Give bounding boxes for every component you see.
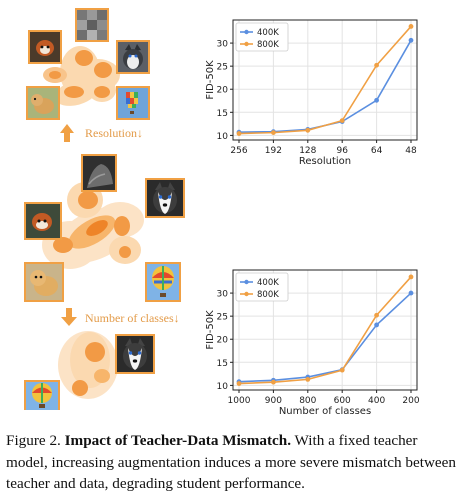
x-tick-label: 200 [402,396,419,406]
legend-label: 800K [257,40,279,50]
legend-marker [244,41,249,47]
y-tick-label: 30 [217,290,229,300]
series-line-800K [238,276,412,385]
x-tick-label: 192 [265,146,282,156]
series-line-400K [238,39,412,133]
x-tick-label: 128 [299,146,316,156]
data-point-400K [374,97,379,103]
x-tick-label: 64 [371,146,383,156]
y-axis-label: FID-50K [205,310,216,350]
y-tick-label: 15 [217,359,228,369]
data-point-800K [236,381,242,386]
data-point-400K [408,37,414,43]
x-tick-label: 96 [336,146,348,156]
red-panda-photo [28,30,62,64]
y-tick-label: 20 [217,86,229,96]
data-point-800K [408,24,414,29]
x-axis-label: Resolution [299,156,351,167]
data-point-400K [408,290,414,296]
hot-air-balloon-photo [145,262,181,302]
hot-air-balloon-photo [24,380,60,410]
chart-legend: 400K 800K [235,22,289,52]
data-point-800K [339,367,345,373]
dog-photo [26,86,60,120]
husky-photo [116,40,150,74]
chart-legend: 400K 800K [235,272,289,302]
data-point-800K [339,118,345,124]
legend-label: 800K [257,290,279,300]
middle-distribution-blobs [42,182,144,269]
legend-label: 400K [257,28,279,38]
x-tick-label: 256 [230,146,247,156]
x-tick-label: 400 [368,396,385,406]
x-axis-label: Number of classes [279,406,371,417]
red-panda-photo [24,202,62,240]
down-arrow-icon [61,308,77,326]
y-tick-label: 20 [217,336,229,346]
caption-title: Impact of Teacher-Data Mismatch. [64,432,292,449]
data-point-800K [271,379,276,385]
series-line-400K [238,292,412,383]
x-tick-label: 1000 [228,396,251,406]
top-distribution-blobs [43,46,120,106]
x-tick-label: 600 [334,396,351,406]
classes-fid-chart: 10 15 20 25 30 1000 900 800 600 400 200 Number of c… [205,269,420,417]
data-point-800K [408,274,414,280]
y-tick-label: 25 [217,63,228,73]
x-tick-label: 900 [265,396,282,406]
plot-frame [232,269,418,391]
x-tick-label: 800 [299,396,316,406]
legend-marker [244,279,249,285]
husky-photo [145,178,185,218]
caption-prefix: Figure 2. [6,432,61,449]
data-point-800K [305,127,311,133]
legend-marker [244,291,249,297]
pixelated-image [75,8,109,42]
bottom-distribution-blobs [58,331,118,399]
caption-body: With a fixed teacher model, increasing a… [6,432,456,492]
data-point-800K [374,62,379,68]
series-line-800K [238,25,412,135]
up-arrow-icon [60,124,74,142]
data-point-800K [271,130,276,136]
arrow-label-resolution: Resolution↓ [85,126,143,140]
mismatch-illustration: Resolution↓ [24,8,185,410]
legend-marker [244,29,249,35]
data-point-800K [305,376,311,382]
resolution-fid-chart: 10 15 20 25 30 256 192 128 96 64 48 Resolution FID-5… [205,19,418,167]
legend-label: 400K [257,278,279,288]
y-tick-label: 30 [217,40,229,50]
plot-frame [232,19,418,141]
y-tick-label: 10 [217,382,229,392]
data-point-400K [374,322,379,328]
figure-caption: Figure 2. Impact of Teacher-Data Mismatc… [6,430,460,495]
y-tick-label: 10 [217,132,229,142]
y-tick-label: 15 [217,109,228,119]
data-point-800K [236,131,242,136]
cat-photo [81,154,117,192]
y-axis-label: FID-50K [205,60,216,100]
data-point-800K [374,312,379,318]
hot-air-balloon-photo [116,86,150,120]
y-tick-label: 25 [217,313,228,323]
husky-photo [115,334,155,374]
dog-photo [24,262,64,302]
arrow-label-classes: Number of classes↓ [85,311,180,325]
x-tick-label: 48 [405,146,417,156]
